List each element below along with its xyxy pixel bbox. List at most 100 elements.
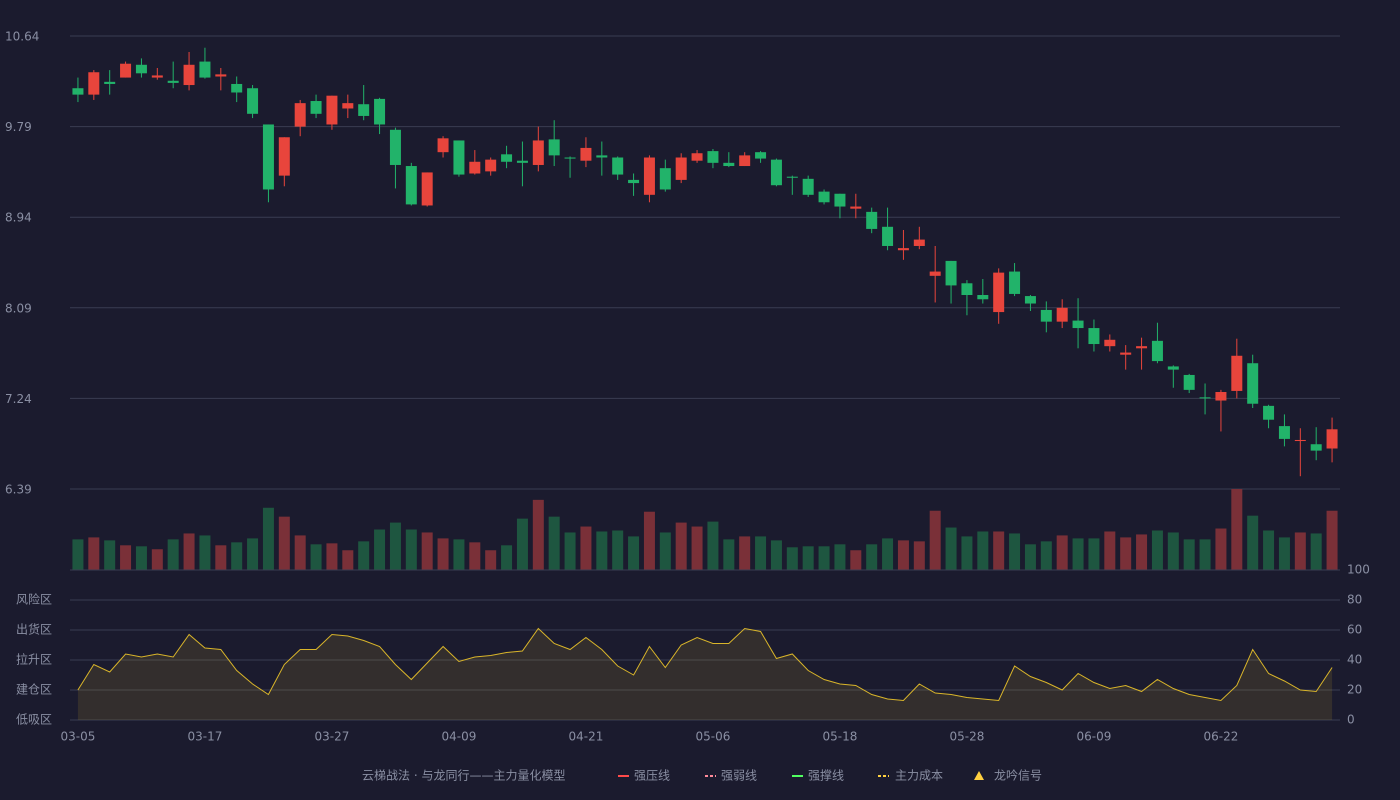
volume-bar bbox=[691, 526, 703, 570]
volume-bar bbox=[1104, 531, 1116, 570]
candle-body bbox=[1199, 397, 1211, 399]
candle-body bbox=[1040, 309, 1052, 322]
candle-body bbox=[961, 283, 973, 296]
volume-bar bbox=[1072, 538, 1084, 570]
candle-body bbox=[326, 95, 338, 125]
x-tick-label: 03-17 bbox=[188, 730, 223, 744]
candle-body bbox=[358, 104, 370, 116]
candle-body bbox=[913, 239, 925, 246]
candle-body bbox=[1183, 374, 1195, 390]
candle-body bbox=[278, 137, 290, 176]
volume-bar bbox=[1136, 534, 1148, 570]
volume-bar bbox=[262, 507, 274, 570]
zone-label: 拉升区 bbox=[16, 652, 52, 667]
candle-body bbox=[770, 159, 782, 186]
candle-body bbox=[1120, 352, 1132, 355]
x-tick-label: 05-28 bbox=[950, 730, 985, 744]
volume-bar bbox=[453, 539, 465, 570]
volume-bar bbox=[516, 518, 528, 570]
legend-label: 强撑线 bbox=[808, 768, 844, 783]
volume-bar bbox=[501, 545, 513, 570]
y2-tick-label: 40 bbox=[1347, 653, 1362, 667]
candle-body bbox=[1151, 340, 1163, 362]
legend-symbol bbox=[974, 771, 984, 780]
x-tick-label: 03-27 bbox=[315, 730, 350, 744]
candle-body bbox=[1247, 363, 1259, 404]
volume-bar bbox=[913, 541, 925, 570]
volume-bar bbox=[929, 510, 941, 570]
volume-bar bbox=[135, 546, 147, 570]
y-tick-label: 6.39 bbox=[5, 483, 32, 497]
volume-bar bbox=[945, 527, 957, 570]
volume-bar bbox=[1294, 532, 1306, 570]
candle-body bbox=[516, 160, 528, 163]
volume-bar bbox=[485, 550, 497, 570]
volume-bar bbox=[278, 516, 290, 570]
candle-body bbox=[374, 98, 386, 125]
volume-bar bbox=[564, 532, 576, 570]
candle-body bbox=[389, 129, 401, 165]
volume-bar bbox=[770, 540, 782, 570]
x-tick-label: 05-06 bbox=[696, 730, 731, 744]
volume-bar bbox=[120, 545, 132, 570]
volume-bar bbox=[469, 542, 481, 570]
candle-body bbox=[532, 140, 544, 165]
candle-body bbox=[72, 88, 84, 95]
volume-bar bbox=[612, 530, 624, 570]
volume-bar bbox=[659, 532, 671, 570]
volume-bar bbox=[977, 531, 989, 570]
volume-bar bbox=[1278, 537, 1290, 570]
candle-body bbox=[247, 88, 259, 114]
legend-label: 强弱线 bbox=[721, 769, 757, 783]
volume-bar bbox=[199, 535, 211, 570]
candle-body bbox=[167, 80, 179, 83]
volume-bar bbox=[993, 531, 1005, 570]
volume-bar bbox=[1040, 541, 1052, 570]
candle-body bbox=[1278, 426, 1290, 439]
candle-body bbox=[1104, 339, 1116, 347]
x-tick-label: 06-09 bbox=[1077, 730, 1112, 744]
volume-bar bbox=[1326, 510, 1338, 570]
zone-label: 风险区 bbox=[16, 592, 52, 607]
candle-body bbox=[294, 103, 306, 127]
y2-tick-label: 20 bbox=[1347, 683, 1362, 697]
volume-bar bbox=[374, 529, 386, 570]
candle-body bbox=[739, 155, 751, 167]
volume-bar bbox=[183, 533, 195, 570]
candle-body bbox=[104, 81, 116, 84]
volume-bar bbox=[707, 521, 719, 570]
volume-bar bbox=[88, 537, 100, 570]
candle-body bbox=[437, 138, 449, 153]
volume-bar bbox=[247, 538, 259, 570]
indicator-line bbox=[77, 627, 1333, 702]
y2-tick-label: 0 bbox=[1347, 713, 1355, 727]
candle-body bbox=[310, 101, 322, 114]
candle-body bbox=[1136, 346, 1148, 349]
volume-bar bbox=[786, 547, 798, 570]
candle-body bbox=[1215, 392, 1227, 401]
volume-bar bbox=[755, 536, 767, 570]
candle-body bbox=[675, 157, 687, 180]
volume-bar bbox=[596, 531, 608, 570]
volume-bar bbox=[1199, 539, 1211, 570]
candle-body bbox=[929, 271, 941, 276]
volume-bar bbox=[1088, 538, 1100, 570]
candle-body bbox=[183, 64, 195, 86]
candle-body bbox=[882, 226, 894, 246]
volume-bar bbox=[358, 541, 370, 570]
candle-body bbox=[405, 166, 417, 205]
volume-bar bbox=[532, 499, 544, 570]
volume-bar bbox=[834, 544, 846, 570]
candle-body bbox=[866, 211, 878, 229]
candle-body bbox=[1294, 439, 1306, 442]
volume-bar bbox=[580, 526, 592, 570]
y-tick-label: 9.79 bbox=[5, 120, 32, 134]
candle-body bbox=[1167, 366, 1179, 370]
volume-bar bbox=[1231, 489, 1243, 570]
candle-body bbox=[643, 157, 655, 195]
volume-bar bbox=[866, 544, 878, 570]
volume-bar bbox=[1056, 535, 1068, 570]
volume-bar bbox=[1151, 530, 1163, 570]
volume-bar bbox=[421, 532, 433, 570]
